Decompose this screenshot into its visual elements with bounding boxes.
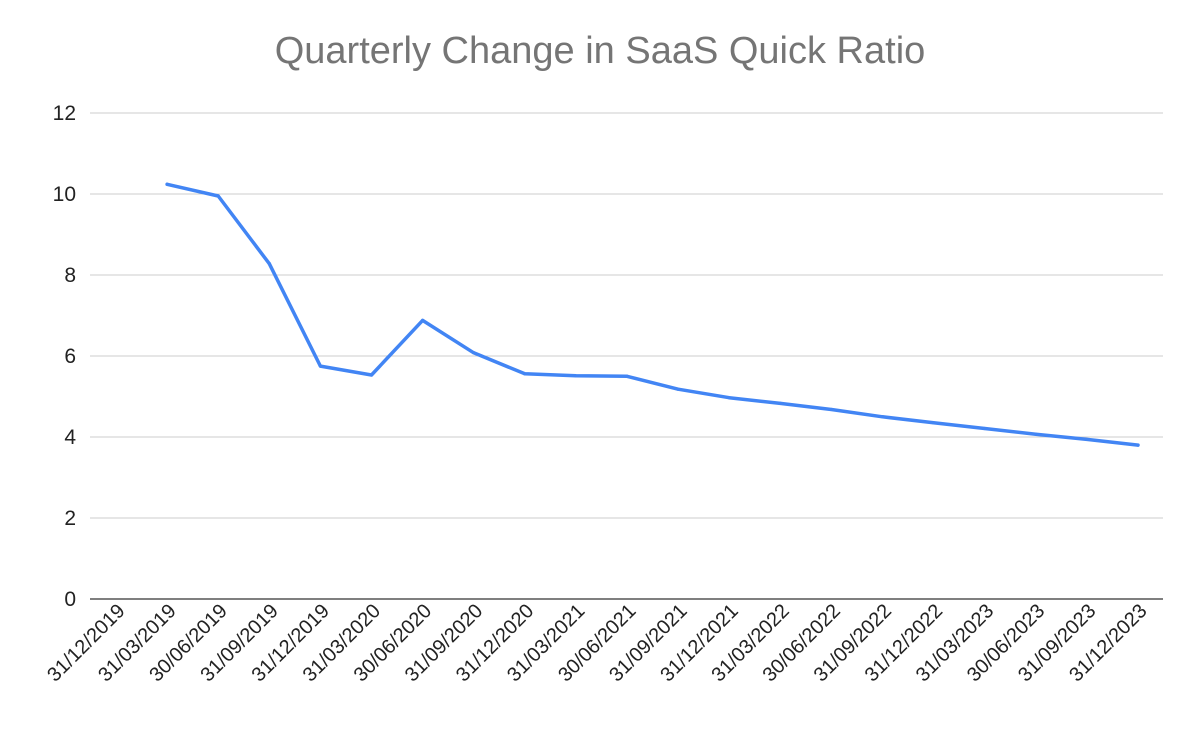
data-point (1034, 432, 1038, 436)
data-point (472, 351, 476, 355)
series-layer (165, 182, 1140, 447)
data-point (778, 401, 782, 405)
data-point (1136, 443, 1140, 447)
y-tick-label: 12 (53, 102, 76, 125)
data-point (983, 426, 987, 431)
y-tick-label: 6 (64, 345, 76, 368)
series-line (165, 182, 1140, 447)
y-tick-label: 0 (64, 588, 76, 611)
data-point (932, 421, 936, 425)
data-point (318, 364, 322, 368)
data-point (574, 374, 578, 378)
data-point (216, 194, 220, 198)
gridlines (90, 112, 1163, 519)
y-tick-label: 2 (64, 507, 76, 530)
y-tick-label: 4 (64, 426, 76, 449)
data-point (625, 374, 629, 378)
data-point (421, 318, 425, 322)
y-tick-labels: 0 2 4 6 8 10 12 (53, 102, 77, 611)
data-point (267, 262, 271, 266)
data-point (676, 387, 680, 391)
data-point (369, 373, 374, 377)
data-point (880, 415, 885, 419)
data-point (165, 182, 169, 186)
data-point (1085, 437, 1089, 442)
data-point (523, 372, 527, 376)
x-tick-labels: 31/12/201931/03/201930/06/201931/09/2019… (43, 600, 1151, 686)
data-point (829, 407, 834, 412)
data-point (727, 396, 731, 400)
chart-title: Quarterly Change in SaaS Quick Ratio (274, 30, 926, 72)
y-tick-label: 8 (64, 264, 76, 287)
y-tick-label: 10 (53, 183, 76, 206)
